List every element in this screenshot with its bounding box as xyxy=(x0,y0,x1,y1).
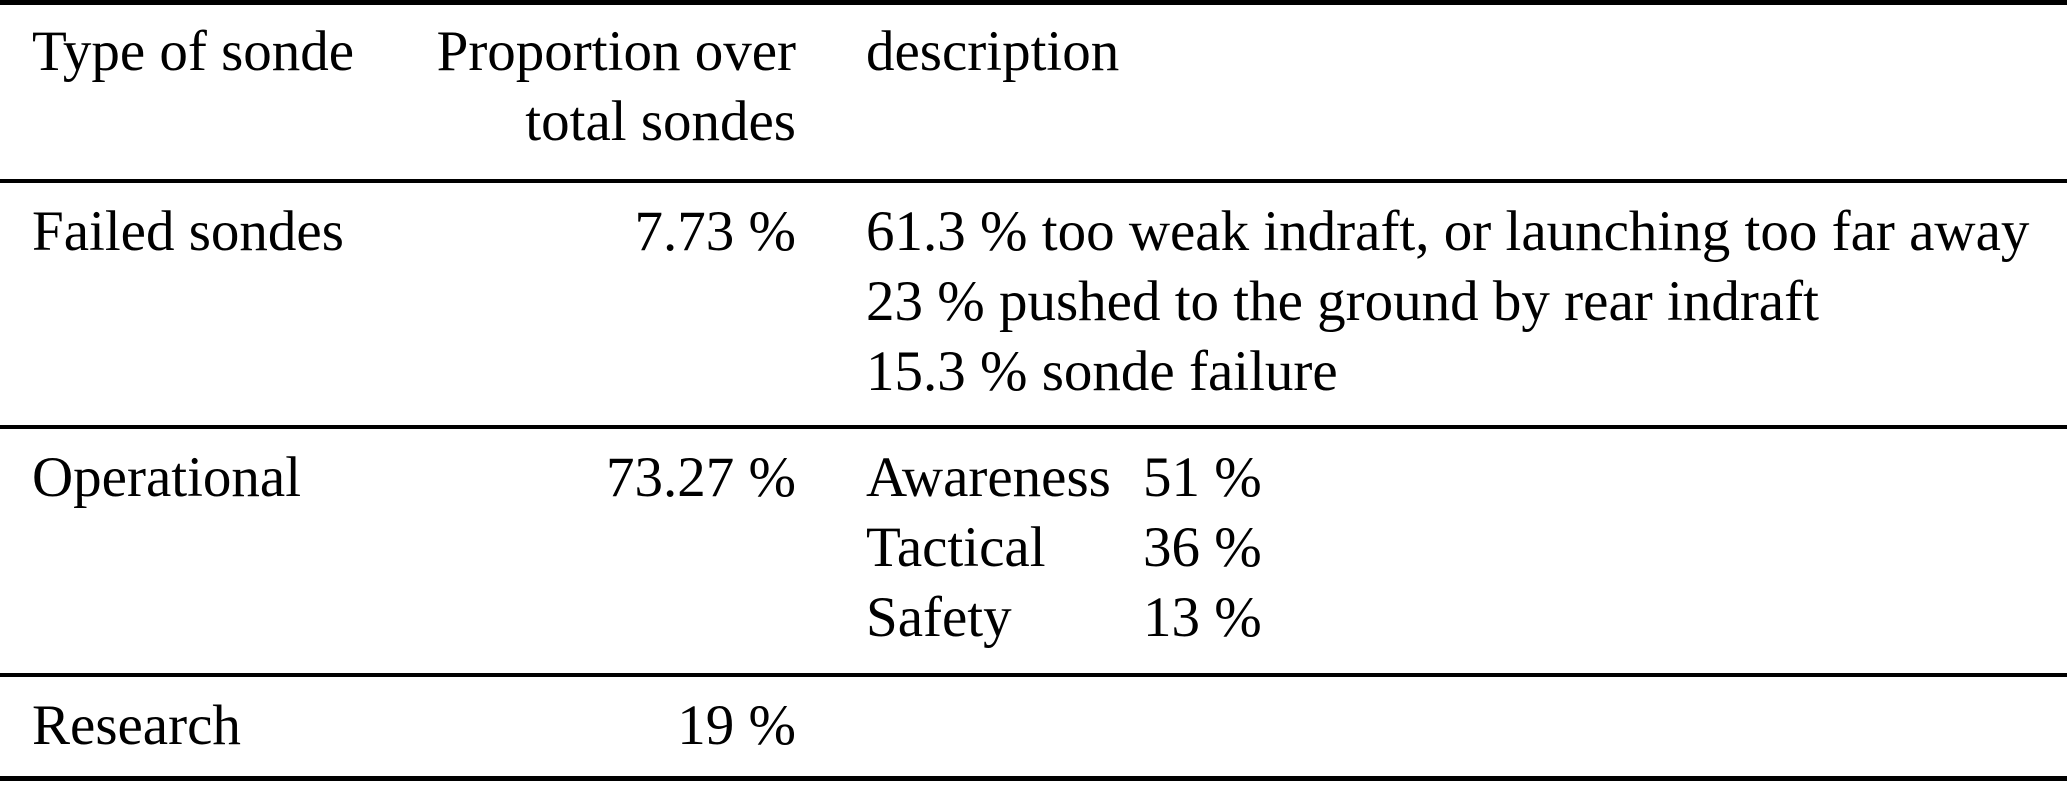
breakdown-label: Safety xyxy=(866,586,1012,649)
cell-type-operational: Operational xyxy=(32,446,302,509)
header-proportion: Proportion over total sondes xyxy=(400,17,796,157)
table-row-operational: Operational 73.27 % Awareness 51 % Tacti… xyxy=(0,429,2067,673)
cell-type-failed-sondes: Failed sondes xyxy=(32,200,344,263)
table-bottom-rule xyxy=(0,776,2067,781)
breakdown-label: Awareness xyxy=(866,446,1111,509)
table-row-research: Research 19 % xyxy=(0,677,2067,776)
cell-proportion-operational: 73.27 % xyxy=(606,446,796,509)
table-header-row: Type of sonde Proportion over total sond… xyxy=(0,5,2067,179)
description-line: 61.3 % too weak indraft, or launching to… xyxy=(866,200,2030,263)
cell-description-failed-sondes: 61.3 % too weak indraft, or launching to… xyxy=(866,197,2067,407)
cell-description-operational: Awareness 51 % Tactical 36 % Safety 13 % xyxy=(866,443,2067,653)
breakdown-value: 36 % xyxy=(1143,516,1262,579)
breakdown-row: Awareness 51 % xyxy=(866,443,2067,513)
header-description: description xyxy=(866,20,1120,83)
breakdown-label: Tactical xyxy=(866,516,1046,579)
description-line: 23 % pushed to the ground by rear indraf… xyxy=(866,270,1819,333)
row-divider-rule xyxy=(0,425,2067,429)
table-top-rule xyxy=(0,0,2067,5)
cell-proportion-failed-sondes: 7.73 % xyxy=(634,200,796,263)
breakdown-row: Safety 13 % xyxy=(866,583,2067,653)
cell-type-research: Research xyxy=(32,694,241,757)
breakdown-row: Tactical 36 % xyxy=(866,513,2067,583)
table-row-failed-sondes: Failed sondes 7.73 % 61.3 % too weak ind… xyxy=(0,183,2067,425)
breakdown-value: 51 % xyxy=(1143,446,1262,509)
header-type-of-sonde: Type of sonde xyxy=(32,20,355,83)
cell-proportion-research: 19 % xyxy=(677,694,796,757)
header-proportion-line1: Proportion over xyxy=(436,20,796,83)
description-line: 15.3 % sonde failure xyxy=(866,340,1338,403)
breakdown-value: 13 % xyxy=(1143,586,1262,649)
header-proportion-line2: total sondes xyxy=(525,90,796,153)
row-divider-rule xyxy=(0,673,2067,677)
header-bottom-rule xyxy=(0,179,2067,183)
